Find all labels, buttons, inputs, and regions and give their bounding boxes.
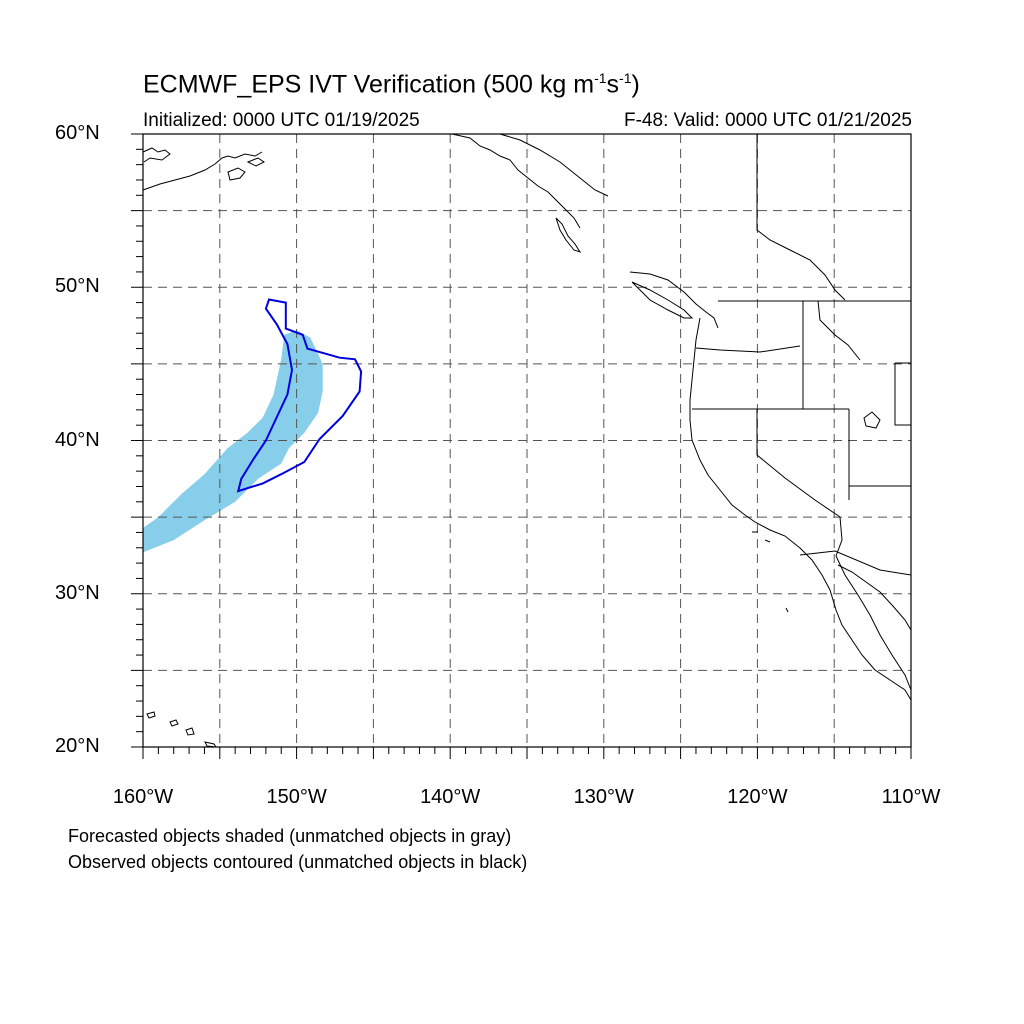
island-hawaii-4	[204, 741, 218, 748]
border-us-mexico	[799, 550, 912, 576]
observed-object-contour	[236, 298, 363, 493]
island-haida-gwaii	[555, 217, 582, 253]
lon-tick-label: 160°W	[112, 786, 174, 808]
lon-tick-label: 150°W	[266, 786, 327, 808]
island-kodiak-2	[246, 157, 265, 167]
coastline-se-alaska	[451, 133, 581, 229]
border-wa-or	[695, 345, 801, 353]
coastline-mexico-mainland	[837, 564, 912, 631]
coastline-bc	[499, 133, 609, 197]
forecast-object-shaded	[143, 330, 323, 553]
lat-tick-label: 50°N	[55, 275, 100, 298]
border-id-mt	[817, 300, 861, 361]
chart-title: ECMWF_EPS IVT Verification (500 kg m-1s-…	[143, 70, 640, 99]
island-kodiak	[227, 167, 246, 181]
border-bc-alberta	[756, 134, 846, 301]
gridlines	[143, 134, 911, 747]
lake-great-salt	[863, 411, 881, 429]
coastline-bc-south	[629, 271, 719, 329]
forecast-object-layer	[143, 330, 323, 553]
political-boundaries	[692, 134, 912, 576]
coastline-alaska	[142, 147, 171, 163]
coastline-baja-east	[835, 555, 912, 691]
border-ca-az	[835, 516, 843, 557]
axis-ticks	[131, 133, 912, 759]
lat-tick-label: 40°N	[55, 428, 100, 451]
coastline-alaska-peninsula	[142, 151, 263, 191]
initialized-label: Initialized: 0000 UTC 01/19/2025	[143, 110, 420, 131]
island-channel-2	[764, 539, 771, 543]
island-channel-3	[785, 607, 789, 613]
island-hawaii-2	[169, 719, 179, 727]
border-ca-nv	[756, 409, 841, 518]
coastlines	[142, 133, 912, 748]
lat-tick-label: 60°N	[55, 122, 100, 144]
lat-tick-label: 20°N	[55, 735, 100, 757]
lon-tick-label: 140°W	[420, 786, 481, 808]
island-hawaii-1	[146, 711, 156, 719]
caption-forecast: Forecasted objects shaded (unmatched obj…	[68, 826, 512, 846]
lon-tick-label: 120°W	[727, 786, 788, 808]
coastline-us-west	[689, 317, 912, 701]
observed-object-layer	[236, 298, 363, 493]
border-wy	[894, 362, 911, 426]
valid-time-label: F-48: Valid: 0000 UTC 01/21/2025	[624, 110, 912, 131]
lon-tick-label: 130°W	[573, 786, 634, 808]
lon-tick-label: 110°W	[881, 786, 941, 808]
lat-tick-label: 30°N	[55, 581, 100, 604]
island-hawaii-3	[185, 727, 195, 736]
island-vancouver	[631, 281, 694, 319]
caption-observed: Observed objects contoured (unmatched ob…	[68, 852, 528, 872]
